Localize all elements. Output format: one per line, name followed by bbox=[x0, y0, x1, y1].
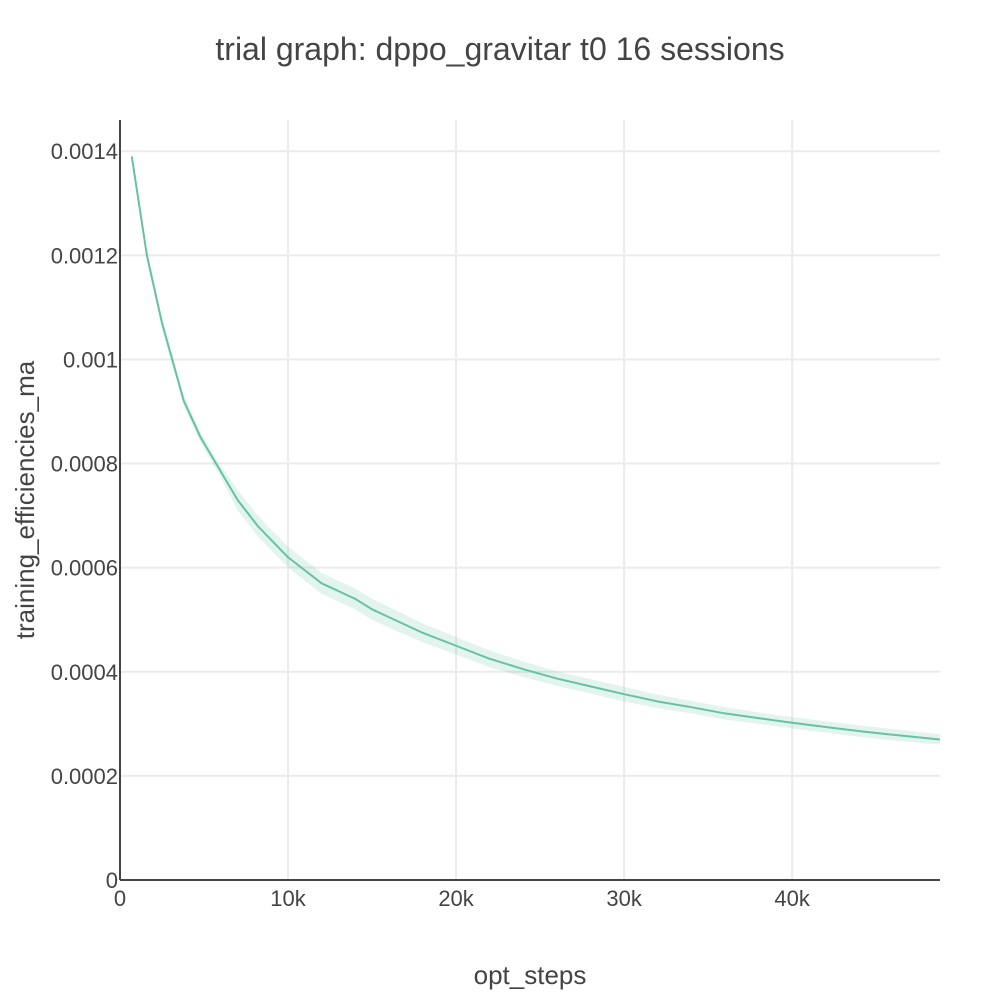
chart-title: trial graph: dppo_gravitar t0 16 session… bbox=[215, 31, 784, 67]
y-tick-label: 0.0004 bbox=[51, 660, 118, 685]
y-tick-label: 0 bbox=[106, 868, 118, 893]
x-tick-label: 10k bbox=[270, 886, 306, 911]
y-tick-label: 0.0006 bbox=[51, 556, 118, 581]
x-tick-label: 40k bbox=[774, 886, 810, 911]
y-tick-label: 0.0008 bbox=[51, 452, 118, 477]
x-tick-labels: 0 10k 20k 30k 40k bbox=[114, 886, 811, 911]
y-tick-labels: 0 0.0002 0.0004 0.0006 0.0008 0.001 0.0012 0.00… bbox=[51, 139, 118, 893]
series-line bbox=[130, 156, 941, 741]
x-tick-label: 0 bbox=[114, 886, 126, 911]
y-tick-label: 0.001 bbox=[63, 347, 118, 372]
y-tick-label: 0.0002 bbox=[51, 764, 118, 789]
y-axis-label: training_efficiencies_ma bbox=[10, 360, 40, 639]
axes bbox=[119, 120, 940, 881]
y-tick-label: 0.0014 bbox=[51, 139, 118, 164]
confidence-band-layer bbox=[131, 151, 940, 745]
x-tick-label: 20k bbox=[438, 886, 474, 911]
confidence-band bbox=[131, 151, 940, 745]
x-axis-label: opt_steps bbox=[474, 960, 587, 990]
series-line-layer bbox=[130, 156, 941, 741]
x-tick-label: 30k bbox=[606, 886, 642, 911]
y-tick-label: 0.0012 bbox=[51, 243, 118, 268]
